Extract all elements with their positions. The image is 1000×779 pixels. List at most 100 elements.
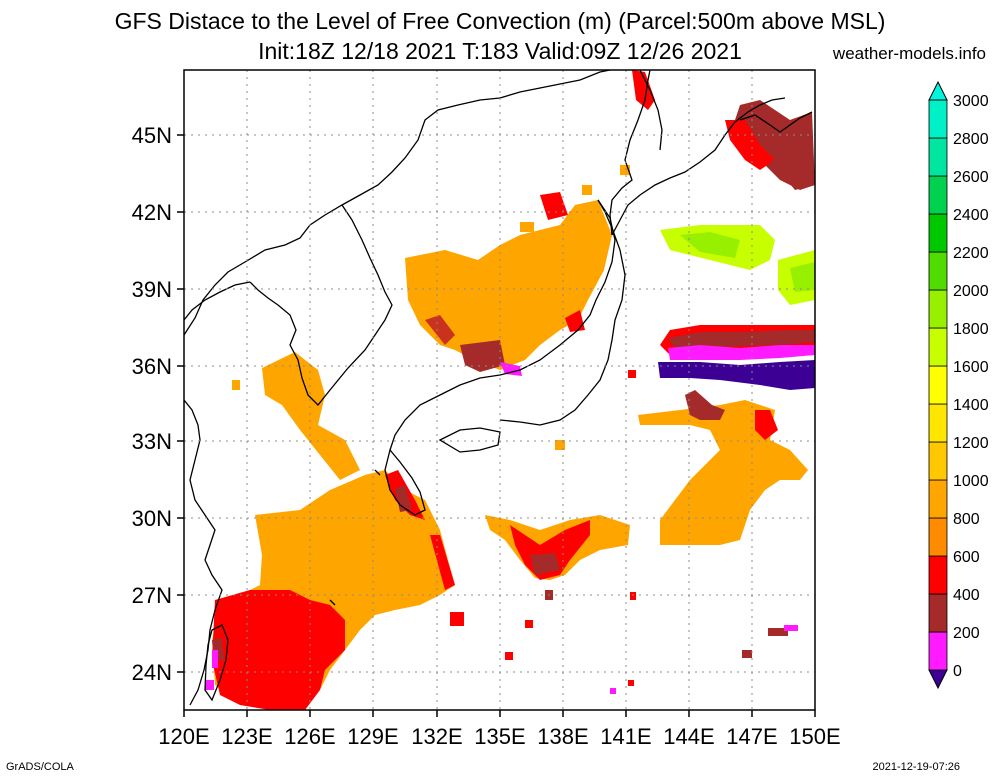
colorbar-label: 2400 <box>953 207 989 224</box>
field-area <box>658 360 815 390</box>
lon-tick-label: 132E <box>411 724 462 749</box>
field-area <box>784 625 798 631</box>
colorbar-label: 0 <box>953 663 962 680</box>
field-area <box>500 362 522 376</box>
lon-tick-label: 135E <box>474 724 525 749</box>
colorbar-segment <box>928 593 948 633</box>
lon-tick-label: 141E <box>600 724 651 749</box>
field-area <box>520 222 534 232</box>
field-area <box>632 70 655 110</box>
colorbar-top-arrow <box>928 80 948 101</box>
colorbar-segment <box>928 327 948 367</box>
colorbar-label: 200 <box>953 625 980 642</box>
lat-tick-label: 45N <box>132 123 172 148</box>
field-area <box>232 380 240 390</box>
lat-tick-label: 27N <box>132 583 172 608</box>
lon-tick-label: 150E <box>789 724 840 749</box>
title-line-2: Init:18Z 12/18 2021 T:183 Valid:09Z 12/2… <box>258 38 742 64</box>
colorbar-label: 1800 <box>953 321 989 338</box>
field-area <box>620 165 630 175</box>
colorbar-label: 1600 <box>953 359 989 376</box>
field-area <box>540 192 568 220</box>
field-area <box>610 688 616 694</box>
field-area <box>205 680 214 690</box>
field-area <box>555 440 565 450</box>
lon-tick-label: 120E <box>158 724 209 749</box>
lat-tick-label: 33N <box>132 429 172 454</box>
lat-tick-label: 36N <box>132 354 172 379</box>
colorbar-segment <box>928 517 948 557</box>
footer-left-label: GrADS/COLA <box>6 761 74 773</box>
lfc-field-shading <box>205 70 815 710</box>
field-area <box>685 390 725 420</box>
colorbar-segment <box>928 175 948 215</box>
colorbar-label: 1400 <box>953 397 989 414</box>
lat-tick-label: 30N <box>132 506 172 531</box>
colorbar-segment <box>928 441 948 481</box>
colorbar-segment <box>928 479 948 519</box>
field-area <box>755 410 778 440</box>
lon-tick-label: 129E <box>347 724 398 749</box>
field-area <box>628 370 636 378</box>
colorbar-segment <box>928 137 948 177</box>
colorbar-label: 2200 <box>953 245 989 262</box>
footer-right-label: 2021-12-19-07:26 <box>872 761 960 773</box>
field-area <box>510 520 590 580</box>
colorbar-label: 3000 <box>953 93 989 110</box>
field-area <box>628 680 634 686</box>
colorbar-segment <box>928 213 948 253</box>
graticule <box>184 70 815 710</box>
field-area <box>430 535 455 590</box>
field-area <box>638 400 808 545</box>
title-line-1: GFS Distace to the Level of Free Convect… <box>114 8 886 34</box>
lat-tick-label: 42N <box>132 200 172 225</box>
colorbar-label: 800 <box>953 511 980 528</box>
lon-tick-label: 126E <box>284 724 335 749</box>
field-area <box>405 200 612 370</box>
field-area <box>668 330 815 348</box>
field-area <box>530 553 560 575</box>
field-area <box>395 485 412 512</box>
field-area <box>212 650 218 668</box>
lon-tick-marks <box>183 710 816 717</box>
field-area <box>450 612 464 626</box>
lat-tick-marks <box>177 134 184 673</box>
colorbar: 0 200 400 600 800 1000 1200 1400 1600 1800 2000 220… <box>928 80 989 690</box>
colorbar-label: 2000 <box>953 283 989 300</box>
field-area <box>768 628 788 636</box>
field-area <box>742 650 752 658</box>
field-area <box>630 592 636 600</box>
colorbar-label: 1200 <box>953 435 989 452</box>
colorbar-segment <box>928 289 948 329</box>
lat-tick-label: 24N <box>132 660 172 685</box>
field-area <box>790 262 815 292</box>
field-area <box>582 185 592 195</box>
lat-tick-label: 39N <box>132 277 172 302</box>
colorbar-segment <box>928 251 948 291</box>
colorbar-segment <box>928 403 948 443</box>
field-area <box>212 590 345 710</box>
colorbar-label: 1000 <box>953 473 989 490</box>
colorbar-bottom-arrow <box>928 669 948 690</box>
lon-tick-label: 138E <box>537 724 588 749</box>
field-area <box>770 160 815 190</box>
colorbar-label: 400 <box>953 587 980 604</box>
lon-tick-label: 123E <box>221 724 272 749</box>
field-area <box>525 620 533 628</box>
field-area <box>680 232 740 258</box>
colorbar-label: 600 <box>953 549 980 566</box>
colorbar-segment <box>928 365 948 405</box>
field-area <box>262 352 360 480</box>
coastlines <box>183 69 813 706</box>
colorbar-segment <box>928 555 948 595</box>
source-label: weather-models.info <box>832 44 986 63</box>
field-area <box>725 120 775 170</box>
colorbar-label: 2800 <box>953 131 989 148</box>
field-area <box>460 340 505 372</box>
field-area <box>668 345 815 360</box>
field-area <box>505 652 513 660</box>
colorbar-segment <box>928 99 948 139</box>
lon-tick-label: 144E <box>663 724 714 749</box>
field-area <box>425 315 455 345</box>
